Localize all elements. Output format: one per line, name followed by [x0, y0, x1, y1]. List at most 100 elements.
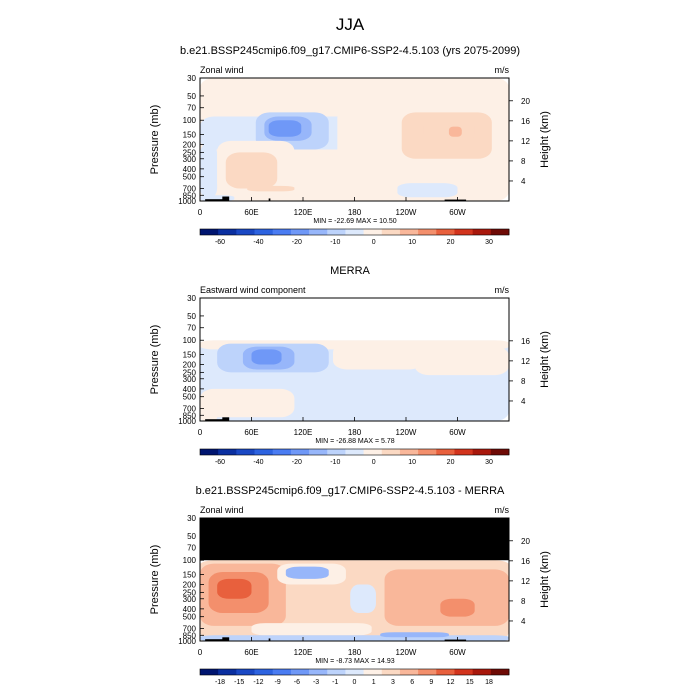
y-tick-label: 200 [183, 361, 197, 370]
y-tick-label: 50 [187, 532, 196, 541]
colorbar-swatch [309, 449, 328, 455]
right-axis-label: Height (km) [539, 551, 551, 608]
right-tick-label: 8 [521, 377, 526, 386]
right-axis-label: Height (km) [539, 111, 551, 168]
panel-title: b.e21.BSSP245cmip6.f09_g17.CMIP6-SSP2-4.… [180, 45, 520, 57]
y-tick-label: 70 [187, 104, 196, 113]
colorbar-swatch [363, 229, 383, 235]
y-tick-label: 250 [183, 368, 197, 377]
contour-region [285, 566, 329, 579]
colorbar-label: 20 [447, 239, 455, 246]
contour-region [440, 598, 475, 617]
colorbar-swatch [381, 449, 401, 455]
colorbar-swatch [490, 229, 510, 235]
field-label: Zonal wind [200, 65, 244, 75]
colorbar-frame [199, 448, 510, 456]
colorbar-swatch [418, 669, 437, 675]
y-tick-label: 70 [187, 544, 196, 553]
y-tick-label: 700 [183, 184, 197, 193]
colorbar-swatch [218, 229, 237, 235]
x-tick-label: 0 [198, 648, 203, 657]
colorbar-swatch [254, 449, 274, 455]
figure-title: JJA [336, 15, 365, 34]
contour-region [397, 183, 458, 198]
colorbar-label: 0 [372, 459, 376, 466]
y-tick-label: 250 [183, 588, 197, 597]
right-tick-label: 8 [521, 157, 526, 166]
y-tick-label: 1000 [178, 417, 196, 426]
terrain [444, 199, 467, 201]
colorbar-swatch [345, 449, 364, 455]
colorbar-label: -10 [330, 459, 340, 466]
contour-field [200, 298, 509, 421]
x-tick-label: 60E [244, 428, 258, 437]
terrain [268, 638, 271, 641]
colorbar-swatch [381, 669, 401, 675]
contour-region [200, 144, 218, 198]
colorbar-label: -3 [313, 679, 319, 686]
right-tick-label: 20 [521, 537, 530, 546]
terrain [268, 198, 271, 201]
x-tick-label: 180 [348, 428, 362, 437]
y-tick-label: 300 [183, 375, 197, 384]
colorbar-swatch [418, 229, 437, 235]
colorbar-swatch [399, 449, 419, 455]
colorbar-swatch [345, 229, 364, 235]
units-label: m/s [495, 65, 510, 75]
colorbar-swatch [218, 449, 237, 455]
contour-region [225, 152, 278, 189]
y-tick-label: 700 [183, 624, 197, 633]
terrain [222, 417, 230, 421]
colorbar-swatch [218, 669, 237, 675]
colorbar-swatch [236, 449, 255, 455]
right-tick-label: 8 [521, 597, 526, 606]
contour-region [414, 346, 509, 376]
x-tick-label: 180 [348, 648, 362, 657]
colorbar-label: -40 [253, 459, 263, 466]
colorbar-label: 6 [410, 679, 414, 686]
colorbar-swatch [436, 669, 455, 675]
x-tick-label: 120E [294, 208, 313, 217]
colorbar-swatch [290, 229, 310, 235]
colorbar-swatch [309, 229, 328, 235]
stats-text: MIN = -26.88 MAX = 5.78 [315, 438, 394, 445]
colorbar-label: 0 [372, 239, 376, 246]
x-tick-label: 120W [396, 648, 417, 657]
y-tick-label: 50 [187, 312, 196, 321]
right-tick-label: 16 [521, 117, 530, 126]
colorbar-label: 12 [447, 679, 455, 686]
y-axis-label: Pressure (mb) [149, 325, 161, 395]
panel-3: b.e21.BSSP245cmip6.f09_g17.CMIP6-SSP2-4.… [149, 485, 551, 686]
y-tick-label: 400 [183, 165, 197, 174]
right-tick-label: 12 [521, 137, 530, 146]
terrain [222, 637, 230, 641]
x-tick-label: 60E [244, 648, 258, 657]
colorbar-swatch [454, 229, 474, 235]
right-axis-label: Height (km) [539, 331, 551, 388]
stats-text: MIN = -22.69 MAX = 10.50 [313, 218, 396, 225]
panel-1: b.e21.BSSP245cmip6.f09_g17.CMIP6-SSP2-4.… [149, 45, 551, 246]
colorbar-label: 30 [485, 459, 493, 466]
colorbar-swatch [327, 669, 346, 675]
colorbar-label: -9 [275, 679, 281, 686]
y-tick-label: 500 [183, 613, 197, 622]
colorbar-swatch [399, 669, 419, 675]
colorbar-swatch [236, 229, 255, 235]
right-tick-label: 16 [521, 337, 530, 346]
colorbar-label: 3 [391, 679, 395, 686]
colorbar-label: 18 [485, 679, 493, 686]
stats-text: MIN = -8.73 MAX = 14.93 [315, 658, 394, 665]
contour-region [251, 623, 372, 636]
right-tick-label: 12 [521, 357, 530, 366]
colorbar-swatch [490, 669, 510, 675]
colorbar-swatch [272, 669, 292, 675]
x-tick-label: 0 [198, 208, 203, 217]
contour-field [200, 78, 509, 201]
contour-region [217, 396, 261, 411]
x-tick-label: 60E [244, 208, 258, 217]
colorbar-label: -60 [215, 459, 225, 466]
colorbar-label: 15 [466, 679, 474, 686]
terrain [205, 199, 226, 201]
colorbar-swatch [418, 449, 437, 455]
